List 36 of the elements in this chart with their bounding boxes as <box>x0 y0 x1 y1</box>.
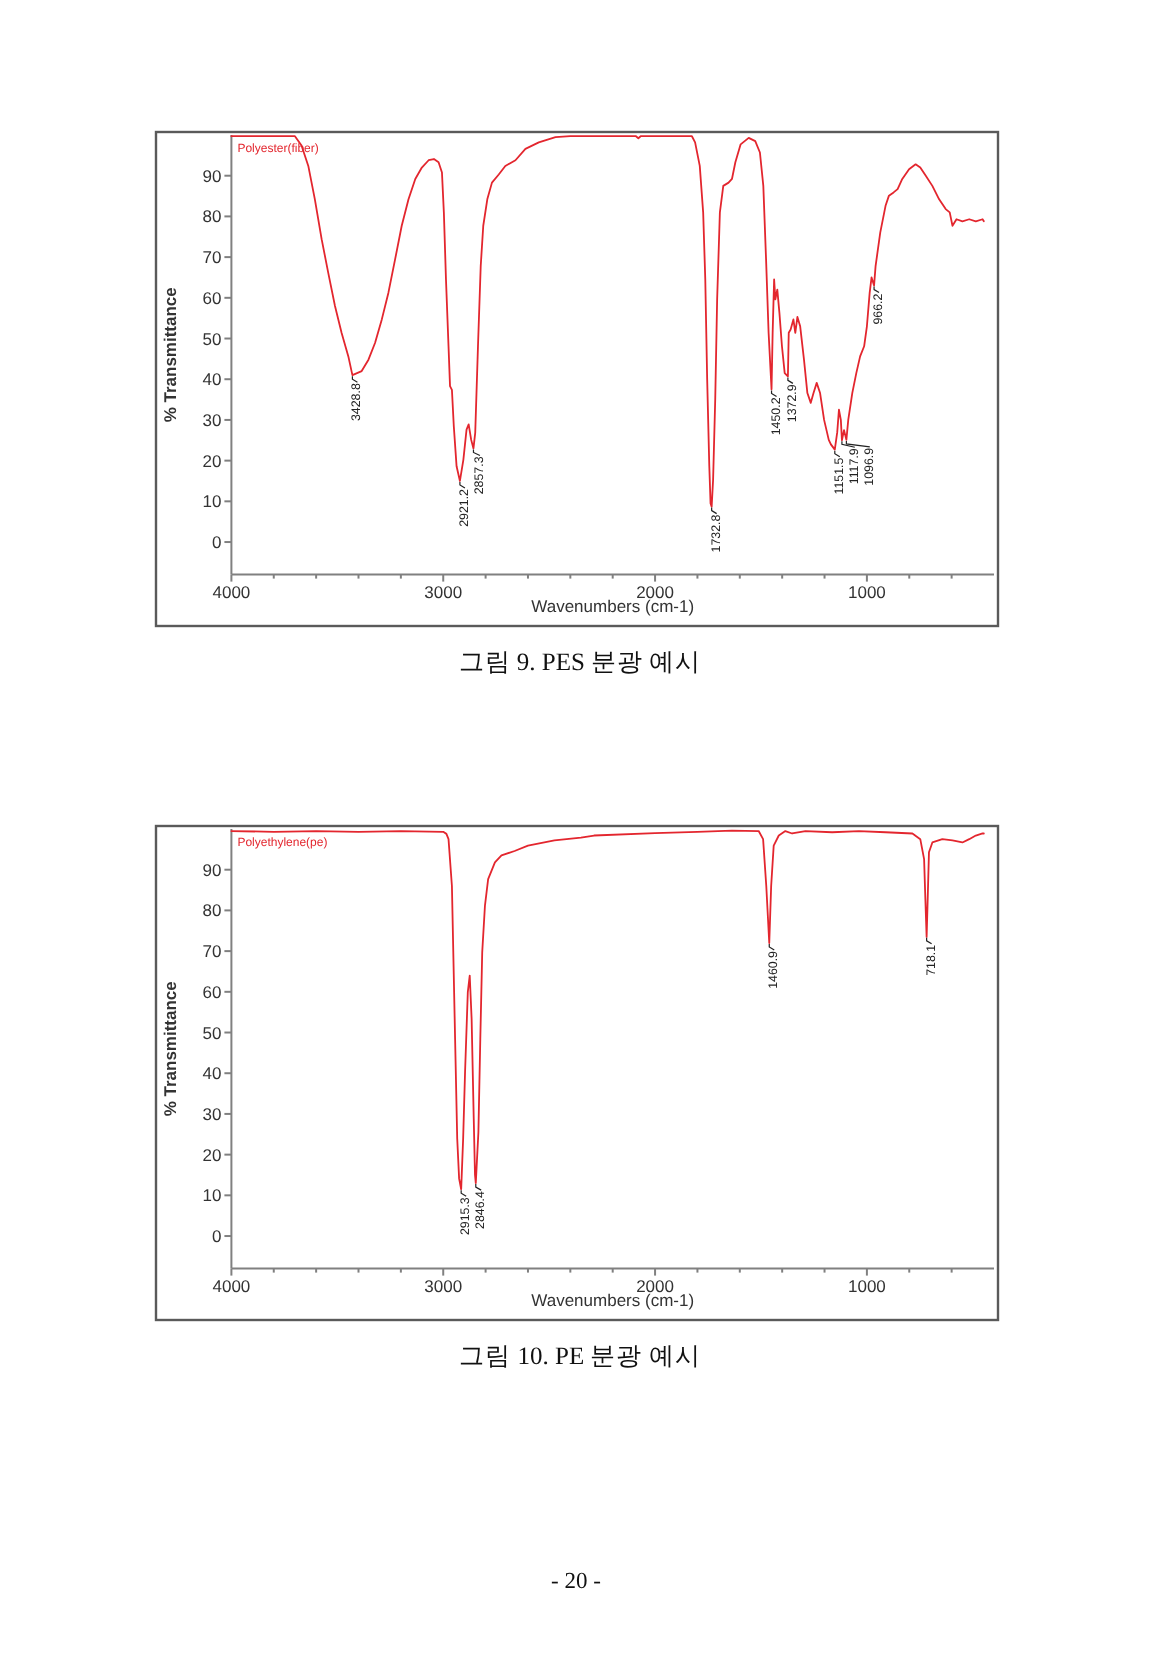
y-tick-label: 90 <box>202 859 222 880</box>
x-axis-title: Wavenumbers (cm-1) <box>531 596 695 616</box>
line-series <box>230 829 985 1191</box>
y-tick-label: 90 <box>202 165 222 186</box>
text: - 20 - <box>551 1570 602 1594</box>
y-tick-label: 0 <box>211 1226 222 1247</box>
y-tick-label: 20 <box>202 1144 222 1165</box>
y-tick-label: 30 <box>202 1103 222 1124</box>
y-tick-label: 10 <box>202 491 222 512</box>
x-tick-label: 3000 <box>424 581 463 602</box>
x-tick-label: 1000 <box>847 1275 887 1296</box>
y-tick-label: 60 <box>202 981 222 1002</box>
text: 그림 9. PES 분광 예시 <box>458 648 702 676</box>
x-tick-label: 2000 <box>636 581 675 602</box>
y-tick-label: 40 <box>202 1063 222 1084</box>
y-tick-label: 50 <box>202 1022 222 1043</box>
y-tick-label: 80 <box>202 900 222 921</box>
x-tick-label: 4000 <box>212 1275 251 1296</box>
y-tick-label: 0 <box>211 532 222 553</box>
y-tick-label: 20 <box>202 450 222 471</box>
y-tick-label: 70 <box>202 247 222 268</box>
x-tick-label: 2000 <box>636 1275 675 1296</box>
x-tick-label: 1000 <box>847 581 887 602</box>
y-axis-title: % Transmittance <box>160 980 180 1117</box>
x-tick-label: 3000 <box>424 1275 463 1296</box>
y-tick-label: 10 <box>202 1185 222 1206</box>
y-tick-label: 60 <box>202 287 222 308</box>
y-tick-label: 40 <box>202 369 222 390</box>
x-tick-label: 4000 <box>212 581 251 602</box>
text: 그림 10. PE 분광 예시 <box>459 1342 701 1370</box>
y-tick-label: 50 <box>202 328 222 349</box>
y-tick-label: 70 <box>202 941 222 962</box>
x-axis-title: Wavenumbers (cm-1) <box>531 1290 695 1310</box>
y-axis-title: % Transmittance <box>160 286 180 423</box>
y-tick-label: 80 <box>202 206 222 227</box>
y-tick-label: 30 <box>202 409 222 430</box>
